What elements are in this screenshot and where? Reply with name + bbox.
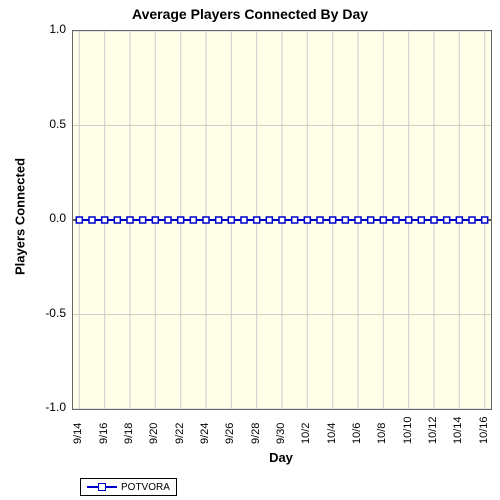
x-tick-label: 9/28 — [250, 421, 262, 444]
x-tick-label: 10/10 — [402, 414, 414, 444]
x-tick-label: 9/22 — [174, 421, 186, 444]
y-tick-label: 0.0 — [49, 211, 66, 225]
y-tick-label: -0.5 — [45, 306, 66, 320]
x-tick-label: 10/14 — [452, 414, 464, 444]
legend-label: POTVORA — [121, 482, 170, 493]
x-tick-label: 9/26 — [224, 421, 236, 444]
x-tick-label: 9/14 — [72, 421, 84, 444]
series-svg — [73, 31, 491, 409]
x-tick-label: 10/6 — [351, 421, 363, 444]
legend: POTVORA — [80, 478, 177, 496]
x-tick-label: 10/8 — [376, 421, 388, 444]
x-tick-label: 10/4 — [326, 421, 338, 444]
x-tick-label: 9/16 — [98, 421, 110, 444]
x-tick-label: 9/30 — [275, 421, 287, 444]
y-tick-label: 1.0 — [49, 22, 66, 36]
x-tick-label: 9/20 — [148, 421, 160, 444]
y-tick-label: -1.0 — [45, 400, 66, 414]
chart-title: Average Players Connected By Day — [0, 6, 500, 22]
x-tick-label: 10/12 — [427, 414, 439, 444]
x-tick-label: 9/18 — [123, 421, 135, 444]
y-tick-label: 0.5 — [49, 117, 66, 131]
x-tick-label: 10/16 — [478, 414, 490, 444]
plot-area — [72, 30, 492, 410]
legend-marker-icon — [98, 483, 106, 491]
y-axis-title: Players Connected — [13, 137, 28, 297]
x-tick-label: 10/2 — [300, 421, 312, 444]
legend-sample — [87, 481, 117, 493]
x-axis-title: Day — [72, 450, 490, 465]
x-tick-label: 9/24 — [199, 421, 211, 444]
chart-frame: Average Players Connected By Day Players… — [0, 0, 500, 500]
